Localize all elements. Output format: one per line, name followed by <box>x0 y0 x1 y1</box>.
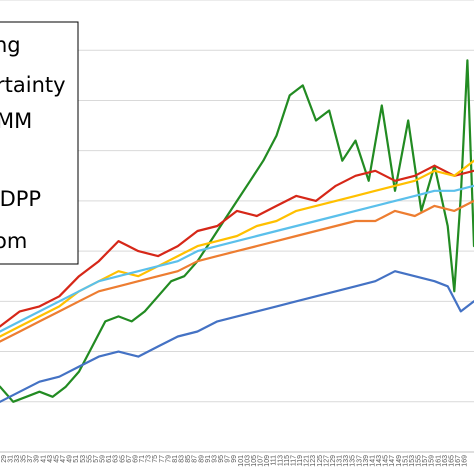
x-tick-label: 131 <box>337 455 344 467</box>
x-tick-label: 41 <box>40 455 47 463</box>
legend-box <box>0 21 79 265</box>
x-tick-label: 97 <box>225 455 232 463</box>
x-tick-label: 123 <box>310 455 317 467</box>
x-tick-label: 169 <box>462 455 469 467</box>
x-tick-label: 147 <box>389 455 396 467</box>
series-lines <box>0 59 474 403</box>
x-tick-label: 135 <box>350 455 357 467</box>
x-tick-label: 155 <box>416 455 423 467</box>
x-tick-label: 113 <box>277 455 284 466</box>
x-tick-label: 53 <box>80 455 87 463</box>
x-tick-label: 103 <box>244 455 251 467</box>
x-tick-label: 85 <box>185 455 192 463</box>
x-tick-label: 83 <box>179 455 186 463</box>
x-tick-label: 57 <box>93 455 100 463</box>
series-line <box>0 199 474 343</box>
legend-entry: ng <box>0 33 21 57</box>
legend-items: ng rtainty MM -DPP om <box>0 33 66 253</box>
x-tick-label: 55 <box>86 455 93 463</box>
series-line <box>0 270 474 403</box>
x-tick-label: 29 <box>1 455 8 463</box>
x-tick-label: 107 <box>258 455 265 467</box>
x-tick-label: 69 <box>132 455 139 463</box>
x-tick-label: 145 <box>383 455 390 467</box>
x-tick-label: 163 <box>442 455 449 467</box>
x-tick-label: 71 <box>139 455 146 463</box>
x-tick-label: 49 <box>67 455 74 463</box>
legend-entry: rtainty <box>0 73 66 97</box>
legend-entry: -DPP <box>0 187 41 211</box>
x-tick-label: 109 <box>264 455 271 467</box>
x-tick-label: 61 <box>106 455 113 463</box>
x-tick-label: 65 <box>119 455 126 463</box>
x-tick-label: 35 <box>21 455 28 463</box>
x-tick-label: 31 <box>7 455 14 463</box>
x-tick-label: 59 <box>100 455 107 463</box>
x-tick-label: 51 <box>73 455 80 463</box>
x-tick-label: 47 <box>60 455 67 463</box>
x-tick-label: 93 <box>211 455 218 463</box>
x-tick-label: 117 <box>290 455 297 466</box>
x-tick-label: 111 <box>271 455 278 466</box>
x-tick-label: 95 <box>218 455 225 463</box>
x-tick-label: 79 <box>165 455 172 463</box>
series-line <box>0 164 474 328</box>
legend-entry: MM <box>0 109 32 133</box>
x-tick-label: 129 <box>330 455 337 467</box>
x-tick-label: 159 <box>429 455 436 467</box>
x-tick-label: 33 <box>14 455 21 463</box>
x-tick-label: 127 <box>323 455 330 467</box>
x-tick-label: 99 <box>231 455 238 463</box>
x-tick-label: 161 <box>435 455 442 467</box>
x-tick-label: 167 <box>455 455 462 467</box>
x-tick-label: 87 <box>192 455 199 463</box>
series-line <box>0 184 474 333</box>
x-axis: 29 31 33 35 37 39 41 43 45 47 49 51 53 55 57 59 61 63 65 67… <box>0 451 474 467</box>
x-tick-label: 75 <box>152 455 159 463</box>
x-tick-label: 81 <box>172 455 179 463</box>
x-tick-label: 101 <box>238 455 245 467</box>
x-tick-label: 119 <box>297 455 304 466</box>
x-tick-label: 73 <box>146 455 153 463</box>
x-tick-label: 45 <box>53 455 60 463</box>
x-tick-label: 67 <box>126 455 133 463</box>
x-tick-label: 165 <box>448 455 455 467</box>
x-tick-label: 149 <box>396 455 403 467</box>
x-tick-label: 43 <box>47 455 54 463</box>
x-tick-label: 105 <box>251 455 258 467</box>
x-tick-label: 137 <box>356 455 363 467</box>
x-tick-label: 91 <box>205 455 212 463</box>
x-tick-label: 89 <box>198 455 205 463</box>
x-tick-label: 125 <box>317 455 324 467</box>
x-tick-label: 39 <box>34 455 41 463</box>
x-tick-label: 37 <box>27 455 34 463</box>
x-tick-label: 143 <box>376 455 383 467</box>
x-tick-label: 139 <box>363 455 370 467</box>
x-tick-label: 63 <box>113 455 120 463</box>
legend-entry: om <box>0 229 27 253</box>
x-tick-label: 157 <box>422 455 429 467</box>
x-tick-label: 133 <box>343 455 350 467</box>
x-tick-label: 121 <box>304 455 311 467</box>
x-tick-label: 141 <box>369 455 376 467</box>
x-tick-label: 77 <box>159 455 166 463</box>
x-tick-label: 153 <box>409 455 416 467</box>
legend: ng rtainty MM -DPP om <box>0 21 79 265</box>
x-tick-label: 151 <box>402 455 409 467</box>
x-tick-label: 115 <box>284 455 291 466</box>
